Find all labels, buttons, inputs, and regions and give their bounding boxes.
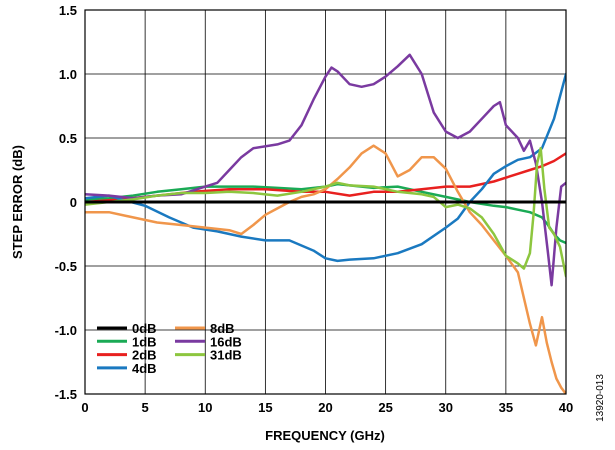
y-tick-labels: 1.5 1.0 0.5 0 -0.5 -1.0 -1.5: [55, 3, 77, 402]
y-tick-label: 0: [70, 195, 77, 210]
x-tick-label: 15: [258, 400, 272, 415]
legend-label-16dB: 16dB: [210, 334, 242, 349]
figure-id: 13920-013: [595, 374, 606, 422]
legend-label-8dB: 8dB: [210, 321, 235, 336]
series-lines: [85, 53, 566, 394]
series-line-1dB: [85, 182, 566, 245]
x-tick-labels: 0 5 10 15 20 25 30 35 40: [81, 400, 573, 415]
y-tick-label: -1.0: [55, 323, 77, 338]
legend-label-0dB: 0dB: [132, 321, 157, 336]
legend-label-4dB: 4dB: [132, 361, 157, 376]
plot-frame: [84, 9, 567, 395]
y-tick-label: 1.5: [59, 3, 77, 18]
legend-label-1dB: 1dB: [132, 334, 157, 349]
x-tick-label: 5: [142, 400, 149, 415]
x-tick-label: 30: [439, 400, 453, 415]
x-tick-label: 25: [378, 400, 392, 415]
legend-label-2dB: 2dB: [132, 348, 157, 363]
y-axis-label: STEP ERROR (dB): [10, 145, 25, 259]
series-line-4dB: [85, 72, 566, 263]
series-line-8dB: [85, 144, 566, 394]
y-tick-label: 1.0: [59, 67, 77, 82]
x-tick-label: 0: [81, 400, 88, 415]
x-tick-label: 40: [559, 400, 573, 415]
x-tick-label: 20: [318, 400, 332, 415]
y-tick-label: 0.5: [59, 131, 77, 146]
series-line-2dB: [85, 152, 566, 204]
y-tick-label: -0.5: [55, 259, 77, 274]
series-line-16dB: [85, 53, 566, 287]
legend-label-31dB: 31dB: [210, 348, 242, 363]
x-tick-label: 35: [499, 400, 513, 415]
x-tick-label: 10: [198, 400, 212, 415]
y-tick-label: -1.5: [55, 387, 77, 402]
x-axis-label: FREQUENCY (GHz): [265, 428, 385, 443]
